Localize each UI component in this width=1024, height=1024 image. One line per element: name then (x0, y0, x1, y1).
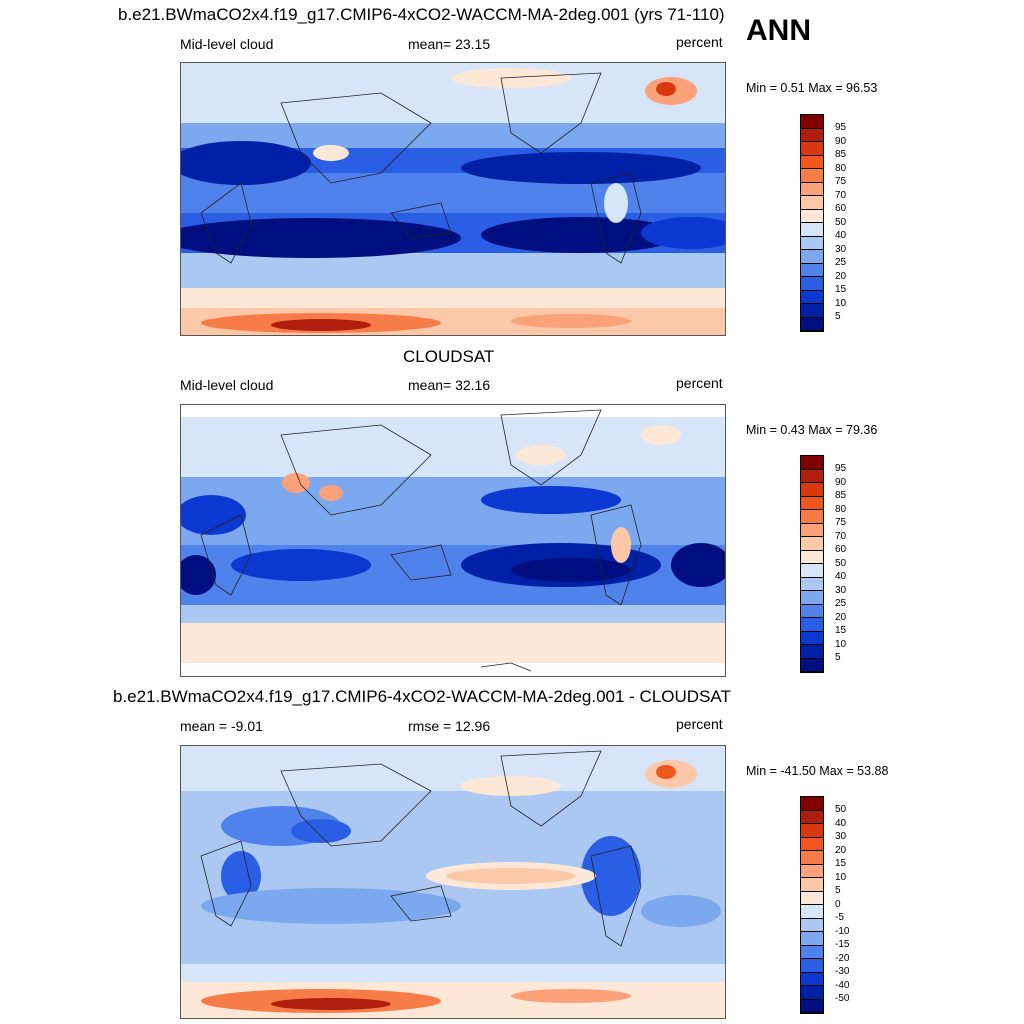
panel-1-colorbar-tick: 90 (835, 135, 847, 147)
panel-1-colorbar-tick: 70 (835, 189, 847, 201)
panel-1-colorbar-tick: 25 (835, 257, 847, 268)
panel-1-field (181, 63, 725, 335)
panel-3-colorbar-tick: -5 (835, 912, 844, 923)
panel-1-colorbar-tick: 95 (835, 122, 847, 133)
panel-1-units-label: percent (676, 34, 723, 50)
panel-3-colorbar-tick: -15 (835, 939, 850, 950)
panel-3-colorbar-tick: 30 (835, 831, 847, 842)
panel-2-colorbar-tick: 85 (835, 490, 847, 501)
panel-3-colorbar-tick: -50 (835, 993, 850, 1004)
panel-1-colorbar: 95 90 85 80 75 70 60 50 40 30 25 20 15 1… (800, 114, 846, 332)
panel-3-colorbar-tick: -10 (835, 925, 850, 937)
panel-2-colorbar-tick: 50 (835, 557, 847, 569)
panel-2-colorbar-tick: 60 (835, 544, 847, 555)
panel-3-units-label: percent (676, 716, 723, 732)
panel-1-colorbar-tick: 60 (835, 203, 847, 214)
panel-2-colorbar: 95 90 85 80 75 70 60 50 40 30 25 20 15 1… (800, 455, 846, 673)
panel-1-minmax: Min = 0.51 Max = 96.53 (746, 81, 878, 95)
panel-3-colorbar: 50 40 30 20 15 10 5 0 -5 -10 -15 -20 -30… (800, 796, 849, 1014)
panel-3-colorbar-tick: 15 (835, 858, 847, 869)
panel-3-map (180, 745, 726, 1019)
panel-1-variable-label: Mid-level cloud (180, 36, 274, 52)
panel-2-colorbar-tick: 25 (835, 598, 847, 609)
panel-1-colorbar-tick: 80 (835, 162, 847, 174)
panel-2-colorbar-tick: 40 (835, 571, 847, 582)
panel-2-colorbar-tick: 20 (835, 611, 847, 623)
panel-2-colorbar-tick: 70 (835, 530, 847, 542)
panel-1-colorbar-tick: 30 (835, 243, 847, 255)
panel-3-field (181, 746, 725, 1018)
panel-3-colorbar-tick: 20 (835, 844, 847, 856)
panel-1-title: b.e21.BWmaCO2x4.f19_g17.CMIP6-4xCO2-WACC… (118, 5, 725, 24)
panel-3-colorbar-tick: 5 (835, 885, 841, 896)
panel-1-colorbar-tick: 10 (835, 297, 847, 309)
panel-2-variable-label: Mid-level cloud (180, 377, 274, 393)
panel-3-title: b.e21.BWmaCO2x4.f19_g17.CMIP6-4xCO2-WACC… (113, 687, 731, 706)
panel-1-colorbar-tick: 20 (835, 270, 847, 282)
panel-2-colorbar-tick: 80 (835, 503, 847, 515)
panel-3-minmax: Min = -41.50 Max = 53.88 (746, 764, 889, 778)
panel-2-colorbar-tick: 15 (835, 625, 847, 636)
panel-3-colorbar-tick: 50 (835, 804, 847, 815)
panel-2-mean-label: mean= 32.16 (408, 377, 491, 393)
panel-2-map (180, 404, 726, 677)
panel-1-colorbar-tick: 5 (835, 311, 841, 322)
panel-2-colorbar-tick: 30 (835, 584, 847, 596)
panel-3-colorbar-tick: 40 (835, 817, 847, 829)
panel-2-colorbar-tick: 75 (835, 517, 847, 528)
panel-2-colorbar-tick: 5 (835, 652, 841, 663)
panel-1-colorbar-tick: 85 (835, 149, 847, 160)
panel-3-colorbar-tick: -20 (835, 952, 850, 964)
panel-3-colorbar-tick: 0 (835, 898, 841, 910)
panel-3-mean-label: mean = -9.01 (180, 718, 263, 734)
panel-2-colorbar-tick: 10 (835, 638, 847, 650)
panel-1-mean-label: mean= 23.15 (408, 36, 491, 52)
season-label: ANN (746, 14, 811, 47)
panel-2-colorbar-tick: 95 (835, 463, 847, 474)
panel-1-colorbar-tick: 50 (835, 216, 847, 228)
panel-2-field (181, 405, 725, 676)
panel-3-colorbar-tick: 10 (835, 871, 847, 883)
panel-2-units-label: percent (676, 375, 723, 391)
panel-1-map (180, 62, 726, 336)
panel-1-colorbar-tick: 15 (835, 284, 847, 295)
panel-3-colorbar-tick: -30 (835, 966, 850, 977)
panel-3-rmse-label: rmse = 12.96 (408, 718, 491, 734)
panel-2-colorbar-tick: 90 (835, 476, 847, 488)
panel-1-colorbar-tick: 75 (835, 176, 847, 187)
panel-2-title: CLOUDSAT (403, 347, 495, 366)
panel-2-minmax: Min = 0.43 Max = 79.36 (746, 423, 878, 437)
panel-1-colorbar-tick: 40 (835, 230, 847, 241)
panel-3-colorbar-tick: -40 (835, 979, 850, 991)
